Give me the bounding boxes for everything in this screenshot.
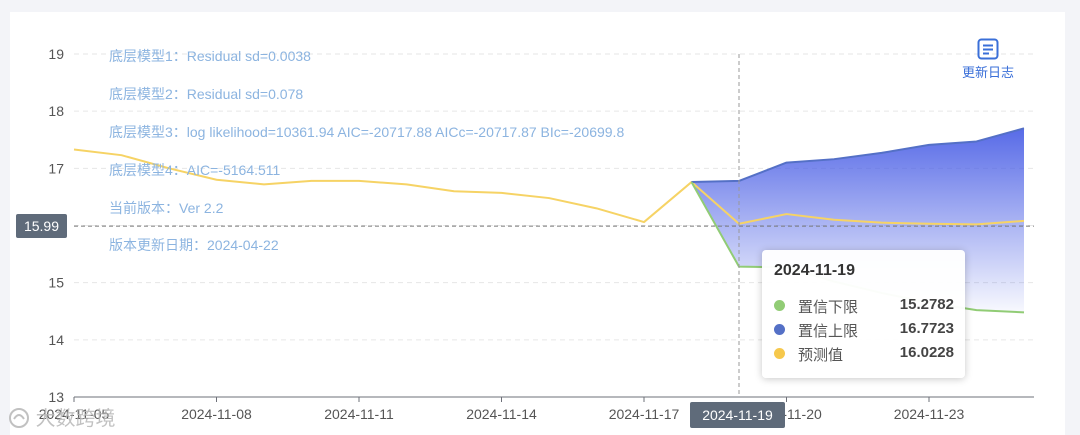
- tooltip-row-lower: 置信下限 15.2782: [774, 296, 954, 316]
- model-note-3: 底层模型3：log likelihood=10361.94 AIC=-20717…: [109, 124, 625, 140]
- y-tick-label: 15: [48, 275, 64, 291]
- tooltip-label: 置信上限: [798, 323, 859, 340]
- lower-dot-icon: [774, 300, 785, 311]
- y-tick-label: 14: [48, 332, 64, 348]
- tooltip-value: 16.7723: [899, 320, 954, 337]
- x-tick-label: 2024-11-14: [466, 406, 537, 422]
- model-note-4: 底层模型4：AIC=-5164.511: [109, 162, 281, 178]
- grid-lines: [74, 53, 1034, 341]
- y-tick-label: 19: [48, 46, 64, 62]
- x-tick-label: 2024-11-05: [39, 406, 110, 422]
- x-tick-label: 2024-11-11: [324, 406, 394, 422]
- forecast-dot-icon: [774, 348, 785, 359]
- model-note-1: 底层模型1：Residual sd=0.0038: [109, 48, 311, 64]
- tooltip: 2024-11-19 置信下限 15.2782 置信上限 16.7723 预测值…: [762, 250, 965, 378]
- x-tick-label: 2024-11-08: [181, 406, 252, 422]
- model-note-2: 底层模型2：Residual sd=0.078: [109, 86, 304, 102]
- upper-bound-line: [691, 127, 1025, 184]
- tooltip-row-upper: 置信上限 16.7723: [774, 320, 954, 340]
- changelog-label: 更新日志: [961, 65, 1014, 80]
- upper-dot-icon: [774, 324, 785, 335]
- forecast-line: [73, 148, 1025, 226]
- tooltip-row-forecast: 预测值 16.0228: [774, 344, 954, 364]
- version-note: 当前版本：Ver 2.2: [109, 200, 224, 216]
- watermark-text: 大数跨境: [35, 408, 116, 430]
- watermark-logo-icon: [9, 408, 29, 428]
- tooltip-label: 置信下限: [798, 299, 859, 316]
- crosshair-x-label: 2024-11-19: [690, 402, 785, 428]
- tooltip-title: 2024-11-19: [774, 262, 855, 279]
- crosshair-y-label: 15.99: [16, 214, 67, 238]
- x-tick-label: 2024-11-23: [894, 406, 965, 422]
- document-icon: [977, 38, 999, 60]
- tooltip-value: 16.0228: [899, 344, 954, 361]
- tooltip-value: 15.2782: [899, 296, 954, 313]
- update-date-note: 版本更新日期：2024-04-22: [109, 237, 279, 253]
- y-tick-label: 18: [48, 103, 64, 119]
- y-tick-label: 13: [48, 389, 64, 405]
- tooltip-label: 预测值: [798, 347, 844, 364]
- crosshair: [74, 54, 1034, 397]
- watermark: 大数跨境: [8, 402, 116, 431]
- y-tick-label: 17: [48, 160, 64, 176]
- changelog-button[interactable]: 更新日志: [958, 38, 1018, 81]
- x-tick-label: 2024-11-17: [609, 406, 680, 422]
